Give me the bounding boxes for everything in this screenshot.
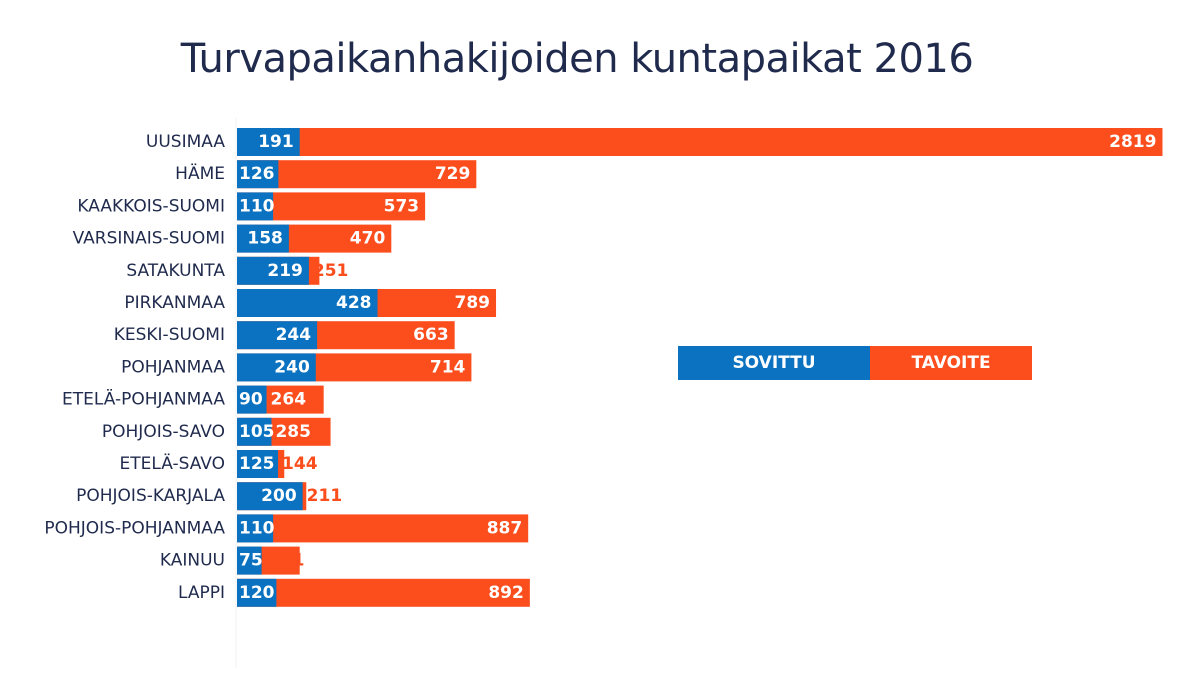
bar-sovittu bbox=[237, 450, 279, 478]
bar-sovittu bbox=[237, 224, 289, 253]
category-label: ETELÄ-POHJANMAA bbox=[62, 389, 225, 410]
value-label-sovittu: 105 bbox=[239, 422, 275, 442]
category-label: KESKI-SUOMI bbox=[114, 325, 225, 345]
bar-sovittu bbox=[237, 546, 262, 575]
category-label: POHJANMAA bbox=[121, 357, 225, 377]
category-label: VARSINAIS-SUOMI bbox=[73, 229, 225, 249]
value-label-tavoite: 211 bbox=[307, 486, 343, 506]
bar-sovittu bbox=[237, 321, 318, 350]
value-label-tavoite: 191 bbox=[269, 551, 305, 571]
category-label: POHJOIS-SAVO bbox=[102, 422, 225, 442]
value-label-sovittu: 125 bbox=[239, 454, 275, 474]
value-label-tavoite: 573 bbox=[384, 196, 420, 216]
legend-item-sovittu: SOVITTU bbox=[678, 346, 870, 380]
category-label: POHJOIS-KARJALA bbox=[76, 486, 225, 506]
category-label: HÄME bbox=[175, 163, 225, 184]
value-label-tavoite: 887 bbox=[487, 518, 523, 538]
category-label: ETELÄ-SAVO bbox=[120, 453, 225, 474]
value-label-tavoite: 470 bbox=[350, 229, 386, 249]
bar-sovittu bbox=[237, 289, 378, 317]
legend-item-tavoite: TAVOITE bbox=[870, 346, 1032, 380]
value-label-tavoite: 285 bbox=[275, 422, 311, 442]
value-label-tavoite: 789 bbox=[455, 293, 491, 313]
value-label-sovittu: 428 bbox=[336, 293, 372, 313]
value-label-tavoite: 714 bbox=[430, 357, 466, 377]
bar-sovittu bbox=[237, 256, 309, 285]
value-label-sovittu: 158 bbox=[247, 229, 283, 249]
value-label-tavoite: 729 bbox=[435, 164, 471, 184]
bar-sovittu bbox=[237, 128, 300, 156]
category-label: PIRKANMAA bbox=[124, 293, 225, 313]
value-label-tavoite: 2819 bbox=[1109, 132, 1156, 152]
bar-tavoite bbox=[237, 578, 530, 607]
value-label-sovittu: 110 bbox=[239, 518, 275, 538]
value-label-tavoite: 144 bbox=[282, 454, 318, 474]
category-label: KAINUU bbox=[160, 551, 225, 571]
legend: SOVITTU TAVOITE bbox=[678, 346, 1032, 380]
category-label: UUSIMAA bbox=[146, 132, 225, 152]
value-label-sovittu: 126 bbox=[239, 164, 275, 184]
category-label: SATAKUNTA bbox=[126, 261, 225, 281]
value-label-tavoite: 264 bbox=[271, 390, 307, 410]
value-label-tavoite: 251 bbox=[313, 261, 349, 281]
value-label-sovittu: 90 bbox=[239, 390, 263, 410]
value-label-sovittu: 240 bbox=[274, 357, 310, 377]
bar-tavoite bbox=[237, 514, 529, 543]
value-label-sovittu: 191 bbox=[258, 132, 294, 152]
bar-sovittu bbox=[237, 482, 303, 511]
value-label-sovittu: 244 bbox=[276, 325, 312, 345]
value-label-sovittu: 200 bbox=[261, 486, 297, 506]
category-label: LAPPI bbox=[178, 583, 225, 603]
bar-sovittu bbox=[237, 385, 267, 414]
bar-sovittu bbox=[237, 192, 274, 221]
bar-sovittu bbox=[237, 578, 277, 607]
value-label-tavoite: 663 bbox=[413, 325, 449, 345]
value-label-sovittu: 219 bbox=[267, 261, 303, 281]
category-label: POHJOIS-POHJANMAA bbox=[44, 518, 225, 538]
value-label-sovittu: 75 bbox=[239, 551, 263, 571]
bar-sovittu bbox=[237, 160, 279, 189]
bar-sovittu bbox=[237, 353, 316, 382]
category-label: KAAKKOIS-SUOMI bbox=[77, 196, 225, 216]
bar-sovittu bbox=[237, 417, 272, 446]
value-label-tavoite: 892 bbox=[488, 583, 524, 603]
bar-sovittu bbox=[237, 514, 274, 543]
value-label-sovittu: 110 bbox=[239, 196, 275, 216]
value-label-sovittu: 120 bbox=[239, 583, 275, 603]
bar-tavoite bbox=[237, 128, 1163, 156]
chart-title: Turvapaikanhakijoiden kuntapaikat 2016 bbox=[180, 36, 974, 82]
